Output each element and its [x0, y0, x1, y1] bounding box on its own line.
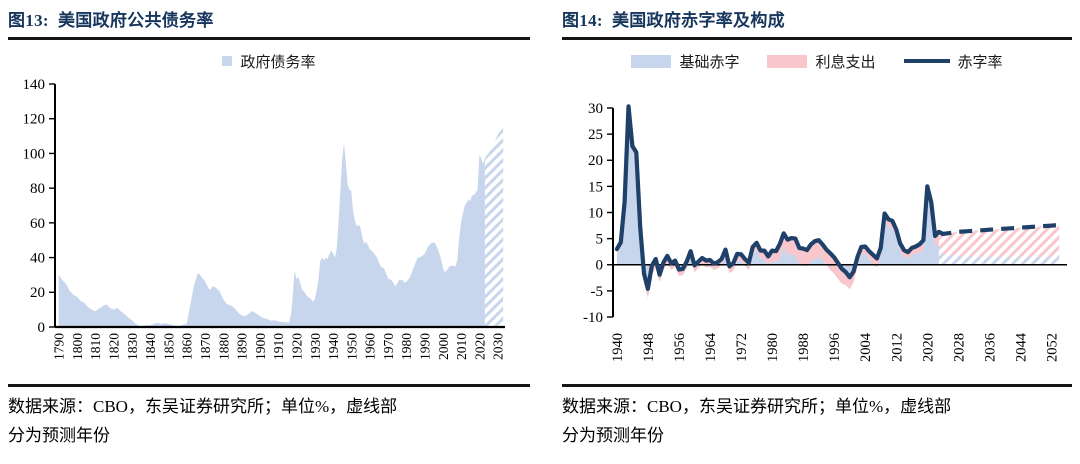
x-tick-label: 1820: [107, 333, 122, 360]
x-tick-label: 1810: [88, 333, 103, 360]
x-tick-label: 1830: [125, 333, 140, 360]
x-tick-label: 2020: [920, 333, 936, 362]
figure-14-source-note: 数据来源：CBO，东吴证券研究所；单位%，虚线部分为预测年份: [562, 397, 952, 445]
x-tick-label: 1960: [363, 333, 378, 360]
interest-expense-area: [616, 106, 939, 298]
y-tick-label: 0: [38, 320, 46, 336]
y-tick-label: 60: [30, 216, 45, 232]
debt-ratio-area-historical: [58, 143, 485, 327]
x-tick-label: 1940: [610, 333, 626, 362]
y-tick-label: 30: [588, 101, 603, 117]
y-tick-label: 10: [588, 205, 603, 221]
x-tick-label: 1880: [216, 333, 231, 360]
legend-item-interest-expense: 利息支出: [767, 51, 876, 72]
x-tick-label: 2012: [889, 333, 905, 362]
x-tick-label: 1988: [796, 333, 812, 362]
y-tick-label: 80: [30, 181, 45, 197]
y-tick-label: -5: [591, 284, 604, 300]
x-tick-label: 2028: [951, 333, 967, 362]
x-tick-label: 2020: [472, 333, 487, 360]
x-tick-label: 1790: [52, 333, 67, 360]
x-tick-label: 1956: [672, 333, 688, 362]
y-tick-label: 0: [596, 258, 604, 274]
x-tick-label: 1920: [290, 333, 305, 360]
interest-expense-area-forecast-hatched: [938, 225, 1060, 257]
figure-13-title: 图13: 美国政府公共债务率: [8, 6, 530, 40]
x-tick-label: 1840: [143, 333, 158, 360]
debt-ratio-area-forecast-hatched: [484, 123, 504, 328]
x-tick-label: 1890: [235, 333, 250, 360]
x-tick-label: 1860: [180, 333, 195, 360]
x-tick-label: 2000: [436, 333, 451, 360]
primary-deficit-legend-swatch: [631, 54, 672, 68]
x-tick-label: 1850: [161, 333, 176, 360]
x-tick-label: 1996: [827, 333, 843, 362]
x-tick-label: 2010: [454, 333, 469, 360]
x-tick-label: 1948: [641, 333, 657, 362]
figure-13-footer-rule: [8, 384, 530, 387]
y-tick-label: 5: [596, 232, 604, 248]
y-tick-label: 100: [23, 146, 46, 162]
legend-label: 政府债务率: [240, 54, 316, 71]
x-tick-label: 1800: [70, 333, 85, 360]
x-tick-label: 2044: [1013, 332, 1029, 362]
x-tick-label: 1870: [198, 333, 213, 360]
interest-expense-legend-swatch: [767, 54, 808, 68]
x-tick-label: 1900: [253, 333, 268, 360]
deficit-rate-legend-swatch: [903, 58, 950, 64]
figure-13-panel: 图13: 美国政府公共债务率 政府债务率 0 20 40 60 80 100 120 140 1…: [8, 6, 530, 445]
legend-item-deficit-rate: 赤字率: [903, 51, 1003, 72]
legend-item-debt-ratio: 政府债务率: [222, 51, 316, 72]
y-tick-label: 15: [588, 179, 603, 195]
x-tick-label: 1910: [271, 333, 286, 360]
figure-14-title: 图14: 美国政府赤字率及构成: [562, 6, 1072, 40]
figure-13-legend: 政府债务率: [8, 48, 530, 74]
x-tick-label: 1940: [326, 333, 341, 360]
figure-13-source-note: 数据来源：CBO，东吴证券研究所；单位%，虚线部分为预测年份: [8, 397, 398, 445]
y-tick-label: 120: [23, 112, 46, 128]
x-tick-label: 2030: [491, 333, 506, 360]
x-tick-label: 1990: [418, 333, 433, 360]
y-tick-label: 40: [30, 251, 45, 267]
primary-deficit-area: [616, 111, 939, 298]
x-tick-label: 1980: [399, 333, 414, 360]
deficit-rate-composition-chart: -10 -5 0 5 10 15 20 25 30 1940 1948 1956 1964 1972 198…: [583, 101, 1067, 362]
x-tick-label: 2004: [858, 332, 874, 362]
figure-14-footer-rule: [562, 384, 1072, 387]
x-tick-label: 1972: [734, 333, 750, 362]
x-tick-label: 1980: [765, 333, 781, 362]
legend-label: 利息支出: [815, 54, 876, 71]
x-tick-label: 2036: [982, 333, 998, 362]
debt-ratio-legend-swatch: [222, 56, 233, 66]
y-tick-label: 25: [588, 127, 603, 143]
deficit-rate-line: [614, 104, 941, 291]
x-tick-label: 1970: [381, 333, 396, 360]
x-tick-label: 1930: [308, 333, 323, 360]
y-tick-label: 20: [30, 285, 45, 301]
y-tick-label: 20: [588, 153, 603, 169]
y-tick-label: -10: [583, 310, 603, 326]
y-tick-label: 140: [23, 77, 46, 93]
figure-14-legend: 基础赤字 利息支出 赤字率: [562, 48, 1072, 74]
primary-deficit-area-forecast-hatched: [938, 244, 1060, 265]
legend-label: 赤字率: [957, 54, 1003, 71]
x-tick-label: 1950: [344, 333, 359, 360]
legend-label: 基础赤字: [679, 54, 740, 71]
legend-item-primary-deficit: 基础赤字: [631, 51, 739, 72]
x-tick-label: 2052: [1045, 333, 1061, 362]
figure-14-panel: 图14: 美国政府赤字率及构成 基础赤字 利息支出 赤字率 -10 -5 0 5 10 1…: [540, 0, 1080, 464]
x-tick-label: 1964: [703, 332, 719, 362]
